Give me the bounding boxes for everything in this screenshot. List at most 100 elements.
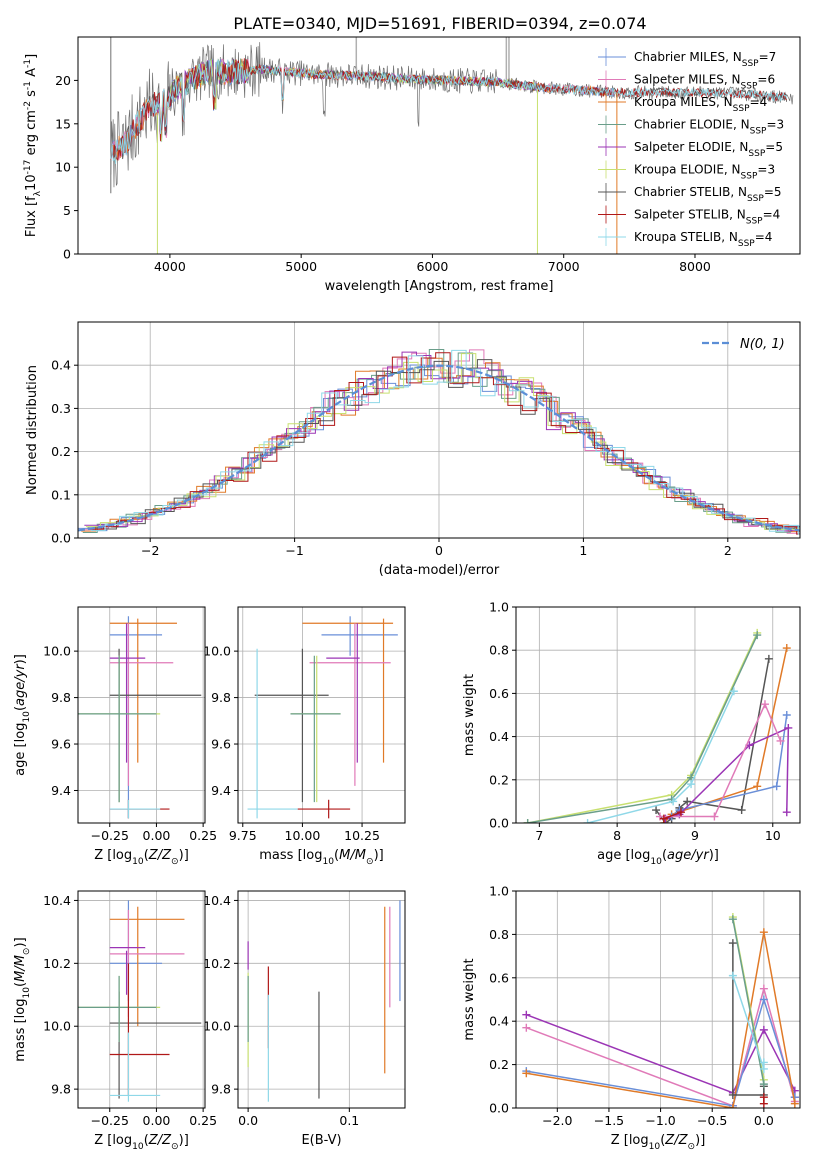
axes-frame — [237, 890, 406, 1109]
x-tick-label: 6000 — [417, 259, 449, 274]
x-axis-label: mass [log10(M/M⊙)] — [259, 848, 383, 867]
legend-label-chabrier_elodie: Chabrier ELODIE, NSSP=3 — [634, 118, 784, 137]
plot-layer — [247, 900, 401, 1102]
legend-label-kroupa_miles: Kroupa MILES, NSSP=4 — [634, 95, 767, 114]
weight-line-chabrier_miles — [526, 996, 796, 1107]
y-tick-label: 0.8 — [489, 927, 509, 942]
y-tick-label: 0.1 — [51, 487, 71, 502]
x-tick-label: 0.0 — [238, 1113, 258, 1128]
weight-point-kroupa_miles — [522, 1069, 531, 1078]
y-tick-label: 10.0 — [43, 644, 71, 659]
y-tick-label: 15 — [55, 116, 71, 131]
weight-line-chabrier_elodie — [527, 634, 758, 823]
y-axis-label: Flux [fλ10-17 erg cm-2 s-1 A-1] — [23, 54, 43, 237]
x-tick-label: −0.25 — [91, 828, 129, 843]
model-line-kroupa_stelib — [110, 59, 788, 164]
y-tick-label: 0.2 — [51, 444, 71, 459]
x-tick-label: 2 — [724, 543, 732, 558]
y-tick-label: 0.6 — [489, 970, 509, 985]
weight-point-kroupa_miles — [782, 644, 791, 653]
weight-point-kroupa_miles — [790, 1099, 799, 1108]
legend-label-salpeter_miles: Salpeter MILES, NSSP=6 — [634, 73, 775, 92]
weight-line-salpeter_stelib — [663, 811, 682, 820]
x-tick-label: −1.0 — [645, 1113, 675, 1128]
plot-area — [516, 891, 800, 1108]
legend-label-kroupa_elodie: Kroupa ELODIE, NSSP=3 — [634, 163, 775, 182]
x-tick-label: 9 — [691, 828, 699, 843]
legend-label-salpeter_stelib: Salpeter STELIB, NSSP=4 — [634, 208, 780, 227]
panel-mass_vs_Z: −0.25 0.00 0.25 9.8 10.0 10.2 10.4 Z [log10(Z/Z… — [13, 890, 217, 1152]
legend-label-chabrier_stelib: Chabrier STELIB, NSSP=5 — [634, 185, 782, 204]
axes-frame — [515, 606, 801, 824]
weight-point-chabrier_stelib — [737, 806, 746, 815]
hist-kroupa_elodie — [85, 353, 800, 530]
y-tick-label: 1.0 — [489, 884, 509, 899]
panel-age_vs_Z: −0.25 0.00 0.25 9.4 9.6 9.8 10.0 Z [log10(Z/Z⊙)… — [13, 606, 217, 867]
y-tick-label: 0.2 — [489, 772, 509, 787]
plot-area — [78, 607, 205, 823]
y-tick-label: 1.0 — [489, 600, 509, 615]
y-tick-label: 20 — [55, 73, 71, 88]
weight-point-salpeter_stelib — [759, 1093, 768, 1102]
x-tick-label: −1 — [285, 543, 303, 558]
weight-line-salpeter_miles — [526, 985, 796, 1107]
weight-point-kroupa_miles — [728, 1104, 737, 1108]
y-tick-label: 0.4 — [51, 358, 71, 373]
weight-point-chabrier_stelib — [652, 806, 661, 815]
weight-point-kroupa_stelib — [729, 687, 738, 696]
gaussian-curve — [78, 364, 800, 532]
weight-point-chabrier_elodie — [523, 819, 532, 823]
y-tick-label: 0 — [63, 247, 71, 262]
weight-point-chabrier_miles — [759, 995, 768, 1004]
weight-point-kroupa_miles — [759, 928, 768, 937]
weight-point-chabrier_elodie — [759, 1080, 768, 1089]
y-tick-label: 0.0 — [489, 1101, 509, 1116]
y-tick-label: 0.4 — [489, 729, 509, 744]
y-tick-label: 0.8 — [489, 643, 509, 658]
weight-point-kroupa_stelib — [687, 780, 696, 789]
weight-point-chabrier_elodie — [728, 915, 737, 924]
plot-area — [78, 891, 205, 1108]
weight-point-kroupa_miles — [753, 782, 762, 791]
x-tick-label: 0.00 — [143, 828, 171, 843]
y-axis-label: age [log10(age/yr)] — [13, 654, 32, 776]
panel-mass_vs_ebv: 0.0 0.1 9.8 10.0 10.2 10.4 E(B-V) — [203, 890, 406, 1148]
plot-area — [238, 607, 405, 823]
plot-layer — [78, 900, 202, 1102]
y-tick-label: 10.4 — [203, 893, 231, 908]
gaussian-legend-label: N(0, 1) — [740, 337, 785, 352]
y-axis-label: mass weight — [462, 674, 477, 756]
weight-point-kroupa_stelib — [728, 971, 737, 980]
x-tick-label: −2.0 — [542, 1113, 572, 1128]
y-axis-label: Normed distribution — [25, 365, 40, 495]
y-tick-label: 10.0 — [43, 1019, 71, 1034]
x-tick-label: 10.25 — [344, 828, 380, 843]
panel-spectrum: Chabrier MILES, NSSP=7 Salpeter MILES, NS… — [23, 36, 801, 294]
weight-point-salpeter_elodie — [759, 1025, 768, 1034]
weight-point-kroupa_stelib — [759, 1058, 768, 1067]
y-tick-label: 9.8 — [211, 1082, 231, 1097]
legend-label-kroupa_stelib: Kroupa STELIB, NSSP=4 — [634, 230, 772, 249]
x-axis-label: Z [log10(Z/Z⊙)] — [94, 1133, 189, 1152]
y-tick-label: 9.6 — [211, 737, 231, 752]
x-axis-label: Z [log10(Z/Z⊙)] — [94, 848, 189, 867]
y-tick-label: 0.6 — [489, 686, 509, 701]
legend-label-salpeter_elodie: Salpeter ELODIE, NSSP=5 — [634, 140, 783, 159]
y-axis-label: mass weight — [462, 958, 477, 1040]
hist-salpeter_stelib — [89, 352, 800, 535]
x-axis-label: Z [log10(Z/Z⊙)] — [611, 1133, 706, 1152]
weight-line-chabrier_elodie — [732, 919, 765, 1085]
y-tick-label: 0.3 — [51, 401, 71, 416]
x-axis-label: E(B-V) — [301, 1133, 341, 1148]
axes-frame — [77, 36, 801, 255]
y-tick-label: 9.4 — [211, 783, 231, 798]
plot-layer — [522, 913, 799, 1108]
x-tick-label: 10.00 — [285, 828, 321, 843]
weight-point-chabrier_miles — [782, 711, 791, 719]
axes-frame — [237, 606, 406, 824]
axes-frame — [77, 606, 206, 824]
x-tick-label: 1 — [579, 543, 587, 558]
plot-area — [238, 891, 405, 1108]
weight-point-salpeter_miles — [776, 736, 785, 745]
x-tick-label: 5000 — [285, 259, 317, 274]
